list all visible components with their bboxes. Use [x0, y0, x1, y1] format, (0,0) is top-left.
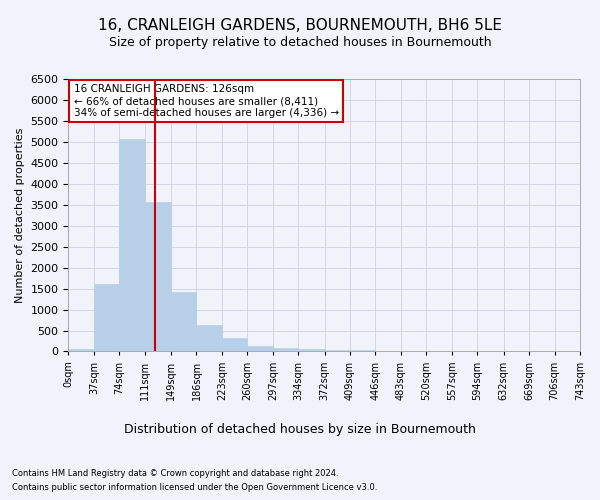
Bar [68, 348, 94, 352]
Bar [119, 140, 145, 352]
Text: Contains public sector information licensed under the Open Government Licence v3: Contains public sector information licen… [12, 484, 377, 492]
Bar [325, 350, 350, 352]
Bar [273, 348, 298, 352]
Bar [376, 351, 401, 352]
Bar [145, 202, 171, 352]
Text: 16, CRANLEIGH GARDENS, BOURNEMOUTH, BH6 5LE: 16, CRANLEIGH GARDENS, BOURNEMOUTH, BH6 … [98, 18, 502, 32]
Bar [222, 338, 247, 351]
Text: Contains HM Land Registry data © Crown copyright and database right 2024.: Contains HM Land Registry data © Crown c… [12, 468, 338, 477]
Bar [94, 284, 119, 352]
Text: Size of property relative to detached houses in Bournemouth: Size of property relative to detached ho… [109, 36, 491, 49]
Bar [247, 346, 273, 352]
Bar [298, 350, 325, 352]
Y-axis label: Number of detached properties: Number of detached properties [15, 128, 25, 303]
Text: Distribution of detached houses by size in Bournemouth: Distribution of detached houses by size … [124, 422, 476, 436]
Text: 16 CRANLEIGH GARDENS: 126sqm
← 66% of detached houses are smaller (8,411)
34% of: 16 CRANLEIGH GARDENS: 126sqm ← 66% of de… [74, 84, 338, 117]
Bar [171, 292, 196, 352]
Bar [196, 326, 222, 351]
Bar [350, 350, 376, 352]
